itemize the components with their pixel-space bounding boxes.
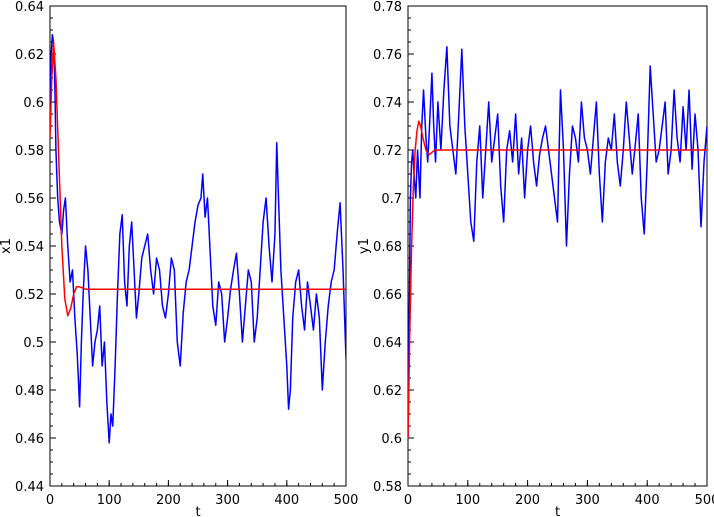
red-series-line	[50, 41, 346, 317]
y-tick-label: 0.64	[373, 336, 402, 351]
x-axis-label: t	[195, 505, 200, 517]
y-tick-label: 0.58	[373, 480, 402, 495]
x1-plot: 0 100 200 300 400 500 0.44 0.46 0.48 0.5 0.52 0.54 0…	[0, 0, 358, 517]
plot-frame	[49, 5, 347, 487]
x-tick-label: 100	[97, 493, 122, 508]
blue-series-line	[50, 34, 346, 444]
y-tick-label: 0.6	[381, 432, 402, 447]
y-tick-label: 0.46	[15, 432, 44, 447]
y-axis-label: y1	[357, 238, 372, 254]
y-axis-label: x1	[0, 238, 14, 254]
y-tick-label: 0.74	[373, 96, 402, 111]
y-tick-label: 0.48	[15, 384, 44, 399]
y-tick-label: 0.58	[15, 144, 44, 159]
x-tick-label: 0	[404, 493, 412, 508]
blue-series-line	[408, 46, 707, 439]
x-tick-label: 200	[515, 493, 540, 508]
x-tick-label: 400	[635, 493, 660, 508]
y-tick-label: 0.6	[23, 96, 44, 111]
red-series-line	[408, 120, 707, 439]
series-group	[408, 46, 707, 439]
series-group	[50, 34, 346, 444]
y-tick-label: 0.5	[23, 336, 44, 351]
plot-frame	[407, 5, 708, 487]
y-tick-label: 0.68	[373, 240, 402, 255]
y-tick-label: 0.76	[373, 48, 402, 63]
y-tick-label: 0.66	[373, 288, 402, 303]
x-axis-label: t	[555, 505, 560, 517]
y-tick-label: 0.7	[381, 192, 402, 207]
x-tick-label: 500	[334, 493, 359, 508]
y-tick-label: 0.72	[373, 144, 402, 159]
y-tick-label: 0.64	[15, 0, 44, 15]
x-tick-label: 400	[274, 493, 299, 508]
y-tick-label: 0.44	[15, 480, 44, 495]
x-tick-label: 500	[695, 493, 714, 508]
y1-plot: 0 100 200 300 400 500 0.58 0.6 0.62 0.64 0.66 0.68 0…	[357, 0, 714, 517]
x-tick-label: 300	[575, 493, 600, 508]
y-tick-label: 0.78	[373, 0, 402, 15]
x-tick-label: 300	[215, 493, 240, 508]
y-tick-label: 0.54	[15, 240, 44, 255]
y-tick-label: 0.62	[15, 48, 44, 63]
y-tick-label: 0.56	[15, 192, 44, 207]
x-tick-label: 200	[156, 493, 181, 508]
y-tick-label: 0.52	[15, 288, 44, 303]
x-tick-label: 0	[46, 493, 54, 508]
y-tick-label: 0.62	[373, 384, 402, 399]
x-tick-label: 100	[455, 493, 480, 508]
